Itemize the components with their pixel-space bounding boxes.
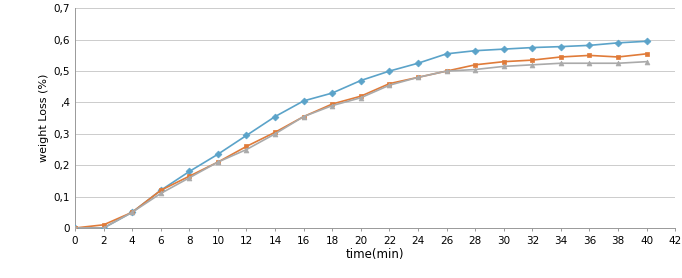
- Pristine Bitumen: [471, 68, 479, 71]
- BM1-1% w/w: [443, 52, 451, 56]
- Pristine Bitumen: [100, 226, 108, 230]
- Pristine Bitumen: [642, 60, 651, 63]
- Pristine Bitumen: [500, 65, 508, 68]
- Line: BM1-1% w/w: BM1-1% w/w: [72, 39, 649, 230]
- BM2-1% w/w: [157, 189, 165, 192]
- BM1-1% w/w: [585, 44, 593, 47]
- BM2-1% w/w: [71, 226, 79, 230]
- Pristine Bitumen: [385, 83, 394, 87]
- BM1-1% w/w: [271, 115, 279, 118]
- X-axis label: time(min): time(min): [346, 248, 404, 261]
- BM1-1% w/w: [385, 70, 394, 73]
- BM2-1% w/w: [385, 82, 394, 85]
- Pristine Bitumen: [357, 96, 365, 100]
- BM1-1% w/w: [100, 226, 108, 230]
- BM2-1% w/w: [642, 52, 651, 56]
- BM2-1% w/w: [214, 160, 222, 164]
- BM1-1% w/w: [328, 91, 336, 95]
- Pristine Bitumen: [328, 104, 336, 107]
- Pristine Bitumen: [157, 192, 165, 195]
- Pristine Bitumen: [557, 61, 565, 65]
- BM1-1% w/w: [214, 153, 222, 156]
- BM2-1% w/w: [100, 223, 108, 227]
- Pristine Bitumen: [271, 132, 279, 135]
- BM1-1% w/w: [357, 79, 365, 82]
- Pristine Bitumen: [214, 160, 222, 164]
- BM2-1% w/w: [471, 63, 479, 66]
- Pristine Bitumen: [186, 176, 194, 179]
- BM2-1% w/w: [500, 60, 508, 63]
- BM2-1% w/w: [271, 131, 279, 134]
- BM2-1% w/w: [186, 175, 194, 178]
- Pristine Bitumen: [528, 63, 536, 66]
- BM2-1% w/w: [614, 55, 622, 59]
- Pristine Bitumen: [585, 61, 593, 65]
- BM2-1% w/w: [128, 211, 136, 214]
- BM1-1% w/w: [614, 41, 622, 44]
- Pristine Bitumen: [614, 61, 622, 65]
- BM2-1% w/w: [242, 145, 250, 148]
- BM2-1% w/w: [557, 55, 565, 59]
- BM2-1% w/w: [443, 70, 451, 73]
- Line: BM2-1% w/w: BM2-1% w/w: [72, 51, 649, 230]
- BM2-1% w/w: [328, 102, 336, 106]
- BM1-1% w/w: [157, 189, 165, 192]
- BM1-1% w/w: [557, 45, 565, 48]
- BM2-1% w/w: [357, 95, 365, 98]
- Pristine Bitumen: [414, 76, 422, 79]
- BM1-1% w/w: [471, 49, 479, 52]
- BM1-1% w/w: [500, 48, 508, 51]
- Pristine Bitumen: [128, 211, 136, 214]
- BM1-1% w/w: [128, 211, 136, 214]
- Pristine Bitumen: [71, 226, 79, 230]
- BM1-1% w/w: [71, 226, 79, 230]
- BM1-1% w/w: [242, 134, 250, 137]
- Pristine Bitumen: [242, 148, 250, 151]
- BM2-1% w/w: [528, 58, 536, 62]
- BM2-1% w/w: [585, 54, 593, 57]
- BM2-1% w/w: [299, 115, 308, 118]
- Y-axis label: weight Loss (%): weight Loss (%): [40, 74, 50, 162]
- BM1-1% w/w: [299, 99, 308, 103]
- Pristine Bitumen: [299, 115, 308, 118]
- BM1-1% w/w: [528, 46, 536, 49]
- BM1-1% w/w: [186, 170, 194, 173]
- BM1-1% w/w: [642, 39, 651, 43]
- BM1-1% w/w: [414, 61, 422, 65]
- BM2-1% w/w: [414, 76, 422, 79]
- Line: Pristine Bitumen: Pristine Bitumen: [72, 59, 649, 230]
- Pristine Bitumen: [443, 70, 451, 73]
